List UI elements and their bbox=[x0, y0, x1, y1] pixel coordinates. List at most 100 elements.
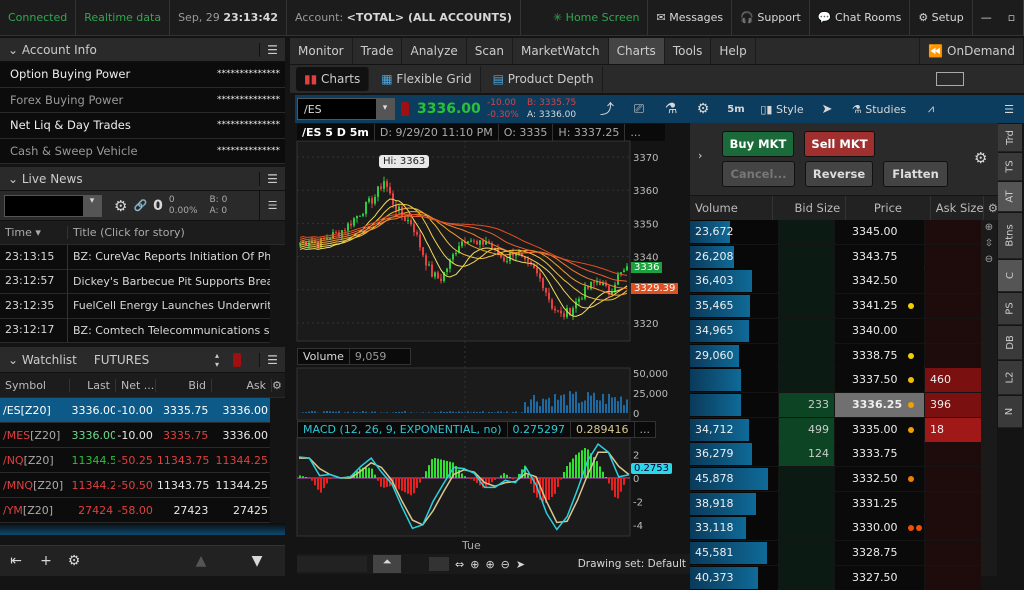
col-bid-size[interactable]: Bid Size bbox=[773, 196, 846, 220]
share-icon[interactable]: ⤴ bbox=[591, 99, 623, 119]
ladder-row[interactable]: 45,581 3328.75 bbox=[690, 541, 980, 565]
menu-icon[interactable]: ☰ bbox=[994, 103, 1024, 116]
cancel-button[interactable]: Cancel... bbox=[722, 161, 795, 187]
price-cell[interactable]: 3345.00 bbox=[835, 220, 924, 244]
col-time[interactable]: Time ▾ bbox=[0, 226, 68, 239]
price-cell[interactable]: 3343.75 bbox=[835, 245, 924, 269]
ask-size-cell[interactable] bbox=[925, 541, 981, 565]
macd-more[interactable]: ... bbox=[635, 422, 656, 437]
pan-icon[interactable]: ⇔ bbox=[455, 558, 464, 571]
gear-icon[interactable]: ⚙ bbox=[974, 149, 987, 167]
dropdown-icon[interactable]: ▾ bbox=[83, 196, 101, 216]
volume-cell[interactable]: 35,465 bbox=[690, 294, 778, 318]
side-tab-btns[interactable]: Btns bbox=[998, 213, 1022, 259]
link-badge[interactable] bbox=[233, 353, 241, 367]
side-tab-trd[interactable]: Trd bbox=[998, 124, 1022, 152]
subtab-charts[interactable]: ▮▮ Charts bbox=[296, 67, 369, 91]
plus-icon[interactable]: + bbox=[32, 553, 60, 569]
col-title[interactable]: Title (Click for story) bbox=[68, 226, 190, 239]
layout-icon[interactable] bbox=[936, 72, 964, 86]
side-tab-n[interactable]: N bbox=[998, 396, 1022, 428]
zoom-out-icon[interactable]: ⊖ bbox=[981, 252, 997, 268]
studies-button[interactable]: ⚗ Studies bbox=[843, 103, 915, 116]
dropdown-icon[interactable]: ▾ bbox=[376, 99, 394, 119]
ask-size-cell[interactable] bbox=[925, 319, 981, 343]
volume-cell[interactable]: 23,672 bbox=[690, 220, 778, 244]
symbol-input[interactable]: /ES▾ bbox=[297, 98, 395, 120]
col-last[interactable]: Last bbox=[70, 379, 116, 392]
gear-icon[interactable]: ⚙ bbox=[60, 553, 88, 569]
news-symbol-input[interactable]: ▾ bbox=[4, 195, 102, 217]
tab-monitor[interactable]: Monitor bbox=[290, 38, 353, 64]
tab-trade[interactable]: Trade bbox=[353, 38, 403, 64]
volume-cell[interactable]: 38,918 bbox=[690, 492, 778, 516]
gear-icon[interactable]: ⚙ bbox=[984, 196, 998, 220]
scroll-thumb[interactable] bbox=[429, 557, 449, 571]
volume-cell[interactable]: 36,279 bbox=[690, 442, 778, 466]
chevron-right-icon[interactable]: › bbox=[698, 149, 702, 162]
center-icon[interactable]: ⇳ bbox=[981, 236, 997, 252]
drawing-set-selector[interactable]: Drawing set: Default bbox=[578, 558, 690, 570]
subtab-flexible-grid[interactable]: ▦ Flexible Grid bbox=[373, 66, 480, 92]
price-cell[interactable]: 3342.50 bbox=[835, 269, 924, 293]
subtab-product-depth[interactable]: ▤ Product Depth bbox=[485, 66, 603, 92]
zoom-in-icon[interactable]: ⊕ bbox=[981, 220, 997, 236]
watchlist-selector[interactable]: FUTURES bbox=[94, 353, 149, 367]
price-cell[interactable]: 3327.50 bbox=[835, 566, 924, 590]
chat-rooms-button[interactable]: 💬 Chat Rooms bbox=[810, 0, 910, 36]
bid-size-cell[interactable]: 499 bbox=[779, 418, 834, 442]
ask-size-cell[interactable]: 396 bbox=[925, 393, 981, 417]
timeframe-selector[interactable]: 5m bbox=[719, 104, 753, 115]
pointer-icon[interactable]: ➤ bbox=[516, 558, 525, 571]
col-net[interactable]: Net ... bbox=[116, 379, 156, 392]
volume-cell[interactable]: 26,208 bbox=[690, 245, 778, 269]
bid-size-cell[interactable] bbox=[779, 467, 834, 491]
collapse-icon[interactable]: ⇤ bbox=[0, 553, 32, 569]
zoom-in-icon[interactable]: ⊕ bbox=[485, 558, 494, 571]
ondemand-button[interactable]: ⏪ OnDemand bbox=[919, 38, 1024, 64]
price-cell[interactable]: 3328.75 bbox=[835, 541, 924, 565]
link-icon[interactable]: 🔗 bbox=[133, 199, 147, 212]
ask-size-cell[interactable] bbox=[925, 492, 981, 516]
account-info-row[interactable]: Net Liq & Day Trades************** bbox=[0, 113, 285, 139]
menu-icon[interactable]: ☰ bbox=[259, 43, 285, 57]
menu-icon[interactable]: ☰ bbox=[259, 191, 285, 221]
tab-help[interactable]: Help bbox=[711, 38, 755, 64]
account-info-row[interactable]: Cash & Sweep Vehicle************** bbox=[0, 139, 285, 165]
bid-size-cell[interactable] bbox=[779, 368, 834, 392]
account-info-row[interactable]: Option Buying Power************** bbox=[0, 62, 285, 88]
bid-size-cell[interactable] bbox=[779, 344, 834, 368]
tab-scan[interactable]: Scan bbox=[467, 38, 513, 64]
volume-cell[interactable]: 36,403 bbox=[690, 269, 778, 293]
account-selector[interactable]: Account: <TOTAL> (ALL ACCOUNTS) bbox=[287, 0, 521, 36]
menu-icon[interactable]: ☰ bbox=[259, 172, 285, 186]
volume-cell[interactable]: 45,581 bbox=[690, 541, 778, 565]
scroll-up-icon[interactable]: ▲ bbox=[173, 553, 229, 569]
bid-size-cell[interactable] bbox=[779, 294, 834, 318]
sort-arrows-icon[interactable]: ▴▾ bbox=[215, 351, 219, 369]
live-news-header[interactable]: ⌄ Live News☰ bbox=[0, 167, 285, 191]
home-screen-button[interactable]: ✳ Home Screen bbox=[545, 0, 649, 36]
ask-size-cell[interactable] bbox=[925, 566, 981, 590]
alert-icon[interactable]: ⎚ bbox=[623, 102, 655, 117]
messages-button[interactable]: ✉ Messages bbox=[648, 0, 732, 36]
bid-size-cell[interactable] bbox=[779, 516, 834, 540]
col-ask[interactable]: Ask bbox=[212, 379, 272, 392]
bid-size-cell[interactable] bbox=[779, 319, 834, 343]
bid-size-cell[interactable]: 124 bbox=[779, 442, 834, 466]
drawings-icon[interactable]: ⩘ bbox=[915, 102, 947, 116]
bid-size-cell[interactable] bbox=[779, 269, 834, 293]
side-tab-ps[interactable]: PS bbox=[998, 293, 1022, 325]
